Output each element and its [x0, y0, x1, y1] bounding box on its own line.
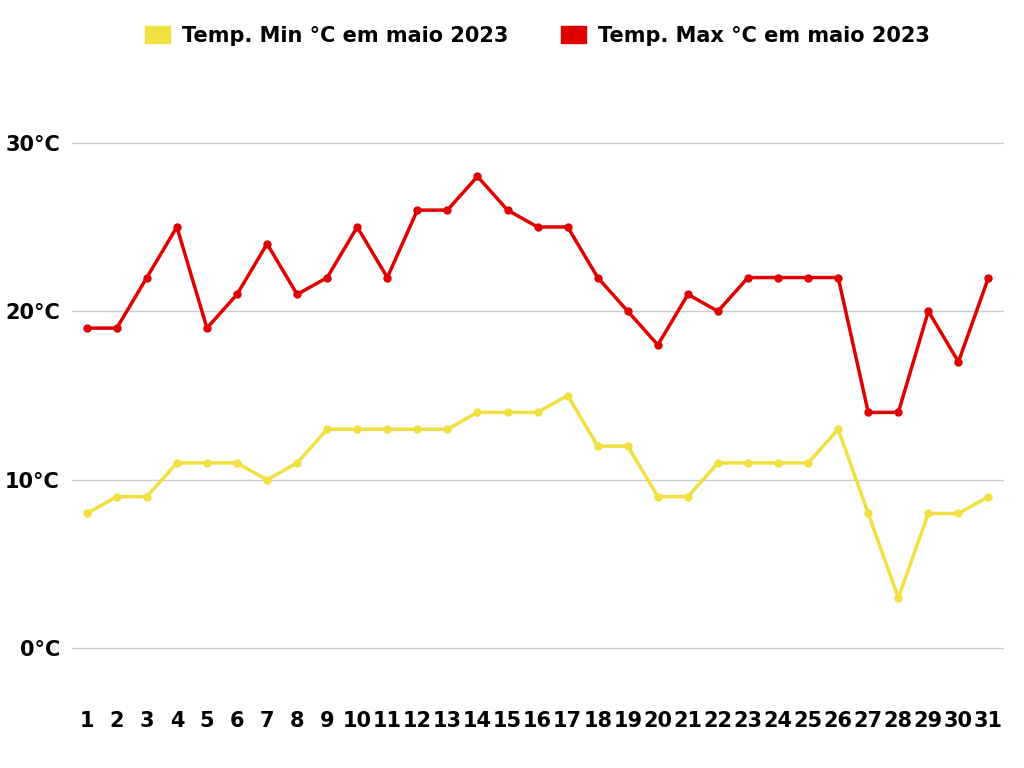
- Legend: Temp. Min °C em maio 2023, Temp. Max °C em maio 2023: Temp. Min °C em maio 2023, Temp. Max °C …: [136, 18, 939, 55]
